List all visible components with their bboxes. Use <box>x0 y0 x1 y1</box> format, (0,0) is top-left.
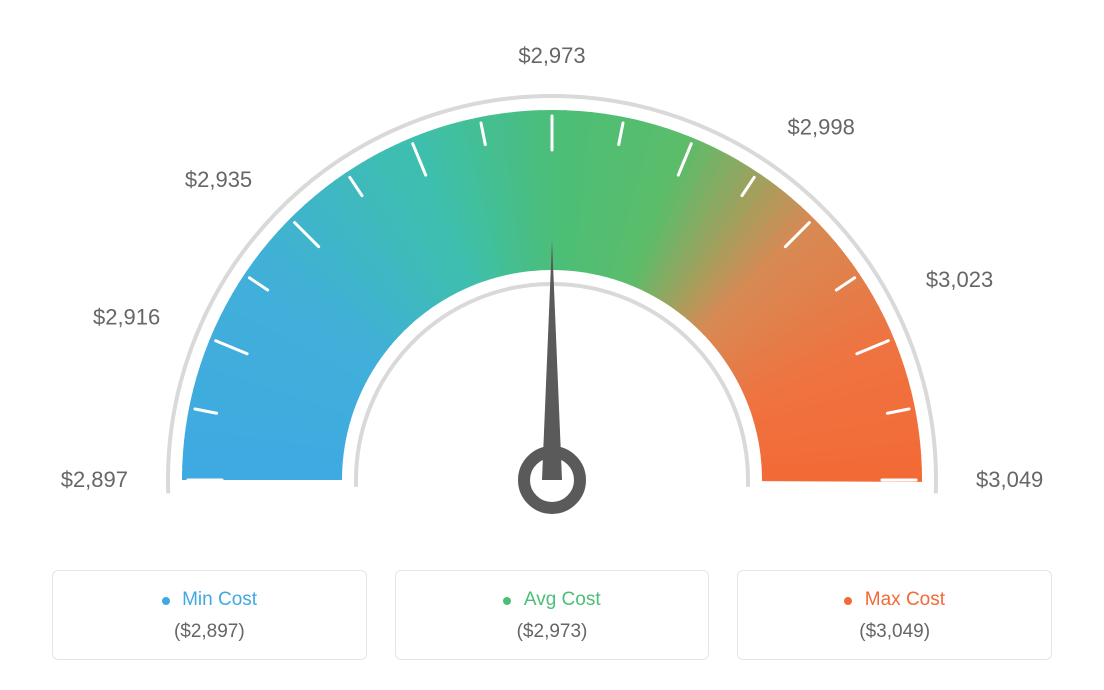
legend-title-max: Max Cost <box>865 589 945 611</box>
tick-label: $2,916 <box>93 305 160 330</box>
legend-card-min: Min Cost ($2,897) <box>52 570 367 660</box>
gauge-needle <box>542 240 562 480</box>
legend-title-min: Min Cost <box>182 589 257 611</box>
legend-value-min: ($2,897) <box>63 621 356 643</box>
legend-row: Min Cost ($2,897) Avg Cost ($2,973) Max … <box>52 570 1052 660</box>
gauge-svg: $2,897 $2,916 $2,935 $2,973 $2,998 $3,023 $3,0… <box>22 20 1082 540</box>
tick-label: $2,973 <box>518 43 585 68</box>
tick-label: $2,998 <box>788 114 855 139</box>
cost-gauge: $2,897 $2,916 $2,935 $2,973 $2,998 $3,023 $3,0… <box>22 20 1082 540</box>
legend-value-max: ($3,049) <box>748 621 1041 643</box>
legend-card-max: Max Cost ($3,049) <box>737 570 1052 660</box>
tick-label: $3,049 <box>976 467 1043 492</box>
legend-title-avg: Avg Cost <box>524 589 601 611</box>
tick-label: $3,023 <box>926 267 993 292</box>
legend-value-avg: ($2,973) <box>406 621 699 643</box>
legend-dot-avg <box>503 597 511 605</box>
tick-label: $2,897 <box>61 467 128 492</box>
legend-dot-max <box>844 597 852 605</box>
legend-dot-min <box>162 597 170 605</box>
legend-card-avg: Avg Cost ($2,973) <box>395 570 710 660</box>
tick-label: $2,935 <box>185 167 252 192</box>
